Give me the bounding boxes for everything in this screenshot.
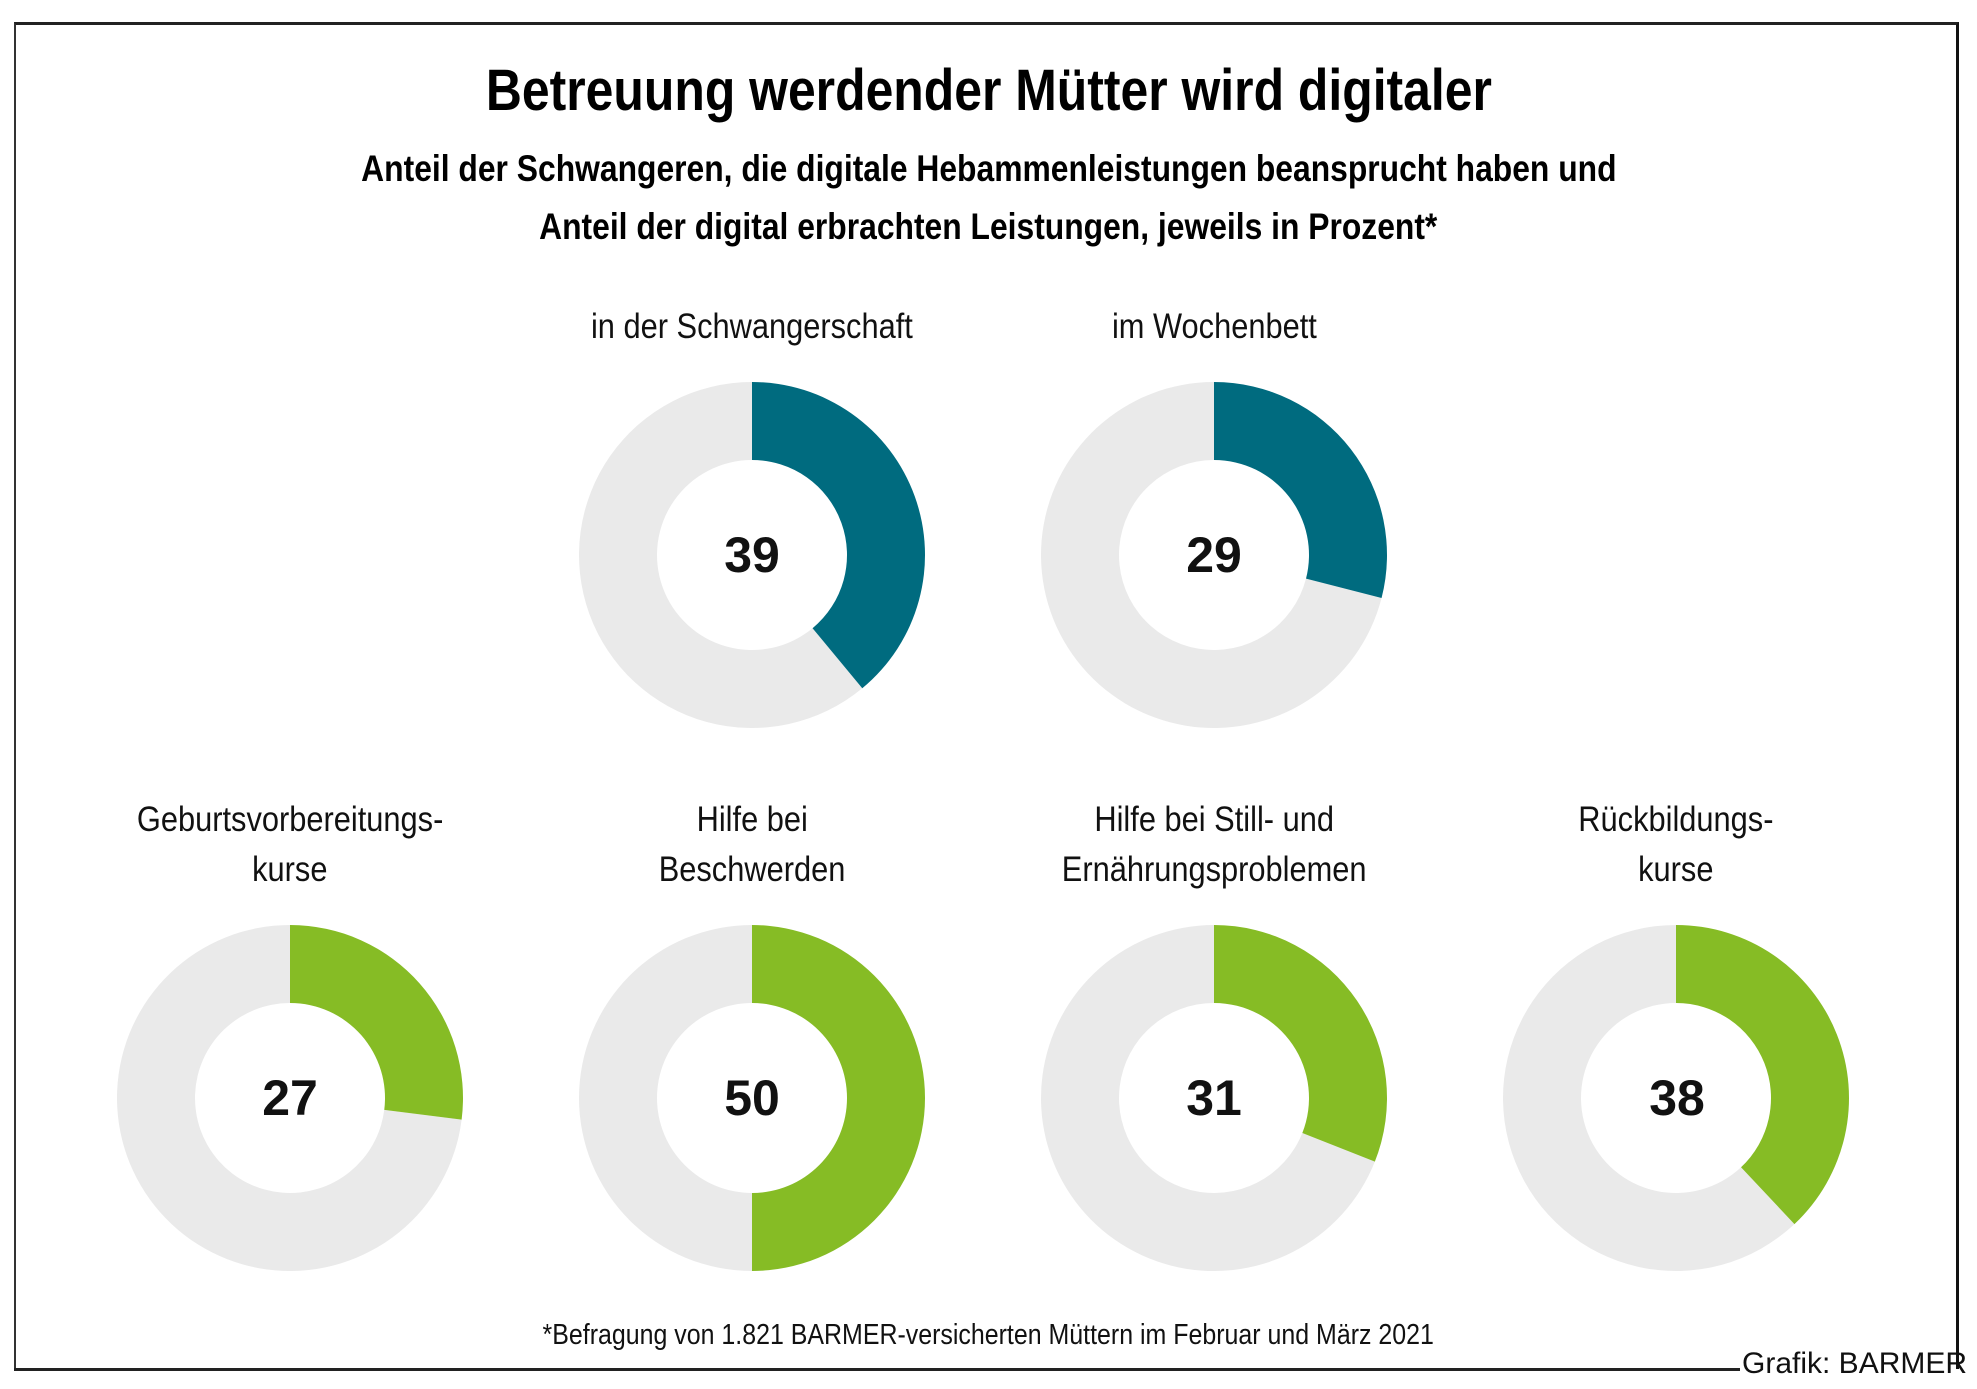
- donut-remainder-segment: [1041, 925, 1375, 1271]
- donut-label-line: in der Schwangerschaft: [591, 307, 913, 346]
- footnote-text: *Befragung von 1.821 BARMER-versicherten…: [542, 1319, 1435, 1351]
- donut-label-geburtsvorbereitung: Geburtsvorbereitungs- kurse: [60, 795, 520, 895]
- donut-label-schwangerschaft: in der Schwangerschaft: [522, 302, 982, 352]
- donut-value-rueckbildung: 38: [1649, 1070, 1705, 1126]
- donut-label-line: Rückbildungs-: [1578, 800, 1774, 839]
- chart-title: Betreuung werdender Mütter wird digitale…: [0, 56, 1977, 126]
- donut-label-still-ernaehrung: Hilfe bei Still- und Ernährungsproblemen: [984, 795, 1444, 895]
- donut-beschwerden: [578, 925, 925, 1271]
- donut-label-line: Beschwerden: [658, 850, 846, 889]
- donut-value-beschwerden: 50: [724, 1070, 780, 1126]
- chart-title-text: Betreuung werdender Mütter wird digitale…: [485, 58, 1492, 123]
- donut-label-line: Geburtsvorbereitungs-: [136, 800, 444, 839]
- chart-subtitle-line-2: Anteil der digital erbrachten Leistungen…: [0, 204, 1977, 250]
- donut-remainder-segment: [578, 925, 752, 1271]
- chart-frame-bottom-line: [14, 1368, 1740, 1371]
- donut-wochenbett: [1041, 381, 1387, 729]
- donut-label-line: Hilfe bei Still- und: [1094, 800, 1334, 839]
- donut-label-wochenbett: im Wochenbett: [984, 302, 1444, 352]
- donut-value-wochenbett: 29: [1186, 527, 1242, 583]
- donut-label-beschwerden: Hilfe bei Beschwerden: [522, 795, 982, 895]
- donut-value-segment: [1214, 381, 1387, 599]
- footnote: *Befragung von 1.821 BARMER-versicherten…: [0, 1318, 1977, 1352]
- donut-label-line: kurse: [1638, 850, 1714, 889]
- donut-label-line: im Wochenbett: [1111, 307, 1317, 346]
- donut-geburtsvorbereitung: [116, 925, 463, 1271]
- source-credit: Grafik: BARMER: [1742, 1346, 1967, 1382]
- donut-still-ernaehrung: [1041, 924, 1387, 1271]
- donut-value-segment: [1214, 924, 1387, 1162]
- chart-subtitle-line-2-text: Anteil der digital erbrachten Leistungen…: [539, 206, 1438, 247]
- donut-label-line: Hilfe bei: [696, 800, 808, 839]
- source-credit-text: Grafik: BARMER: [1742, 1347, 1968, 1380]
- donut-value-segment: [752, 382, 926, 689]
- donut-label-line: kurse: [252, 850, 328, 889]
- donut-remainder-segment: [116, 925, 462, 1271]
- donut-remainder-segment: [1503, 925, 1795, 1272]
- donut-value-schwangerschaft: 39: [724, 527, 780, 583]
- donut-value-segment: [1676, 925, 1849, 1225]
- donut-value-segment: [290, 925, 463, 1120]
- chart-subtitle-line-1: Anteil der Schwangeren, die digitale Heb…: [0, 146, 1977, 192]
- donut-value-still-ernaehrung: 31: [1186, 1070, 1242, 1126]
- donut-value-segment: [752, 925, 925, 1271]
- chart-frame: [14, 22, 1959, 1369]
- donut-label-rueckbildung: Rückbildungs- kurse: [1446, 795, 1906, 895]
- donut-rueckbildung: [1503, 925, 1849, 1272]
- donut-remainder-segment: [579, 382, 863, 728]
- donut-remainder-segment: [1041, 382, 1382, 729]
- donut-label-line: Ernährungsproblemen: [1061, 850, 1367, 889]
- donut-value-geburtsvorbereitung: 27: [262, 1070, 318, 1126]
- chart-subtitle-line-1-text: Anteil der Schwangeren, die digitale Heb…: [360, 148, 1617, 189]
- donut-schwangerschaft: [579, 382, 926, 728]
